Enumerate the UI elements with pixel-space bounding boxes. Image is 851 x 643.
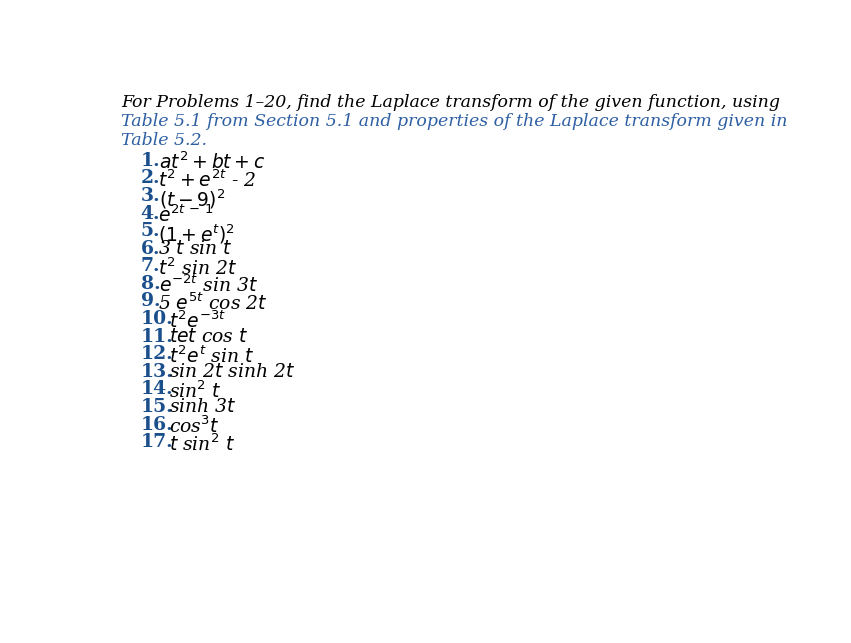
- Text: 11.: 11.: [140, 328, 174, 346]
- Text: $(t - 9)^2$: $(t - 9)^2$: [158, 187, 225, 210]
- Text: sin$^2$ $t$: sin$^2$ $t$: [168, 381, 221, 402]
- Text: $t^2e^t$ sin $t$: $t^2e^t$ sin $t$: [168, 345, 254, 367]
- Text: 10.: 10.: [140, 310, 174, 328]
- Text: $e^{-2t}$ sin 3$t$: $e^{-2t}$ sin 3$t$: [158, 275, 258, 296]
- Text: Table 5.2.: Table 5.2.: [121, 132, 207, 149]
- Text: For Problems 1–20, find the Laplace transform of the given function, using: For Problems 1–20, find the Laplace tran…: [121, 95, 780, 111]
- Text: 2.: 2.: [140, 170, 160, 188]
- Text: 17.: 17.: [140, 433, 174, 451]
- Text: $t^2e^{-3t}$: $t^2e^{-3t}$: [168, 310, 226, 332]
- Text: 12.: 12.: [140, 345, 174, 363]
- Text: 15.: 15.: [140, 398, 174, 416]
- Text: 8.: 8.: [140, 275, 160, 293]
- Text: 16.: 16.: [140, 415, 174, 433]
- Text: 7.: 7.: [140, 257, 160, 275]
- Text: $t^2 + e^{2t}$ - 2: $t^2 + e^{2t}$ - 2: [158, 170, 257, 191]
- Text: 3 $t$ sin $t$: 3 $t$ sin $t$: [158, 240, 233, 258]
- Text: $t^2$ sin 2$t$: $t^2$ sin 2$t$: [158, 257, 237, 279]
- Text: sin 2$t$ sinh 2$t$: sin 2$t$ sinh 2$t$: [168, 363, 295, 381]
- Text: 13.: 13.: [140, 363, 174, 381]
- Text: $tet$ cos $t$: $tet$ cos $t$: [168, 328, 248, 346]
- Text: 5 $e^{5t}$ cos 2$t$: 5 $e^{5t}$ cos 2$t$: [158, 293, 268, 314]
- Text: $e^{2t\,-\,1}$: $e^{2t\,-\,1}$: [158, 204, 214, 226]
- Text: 4.: 4.: [140, 204, 160, 222]
- Text: Table 5.1 from Section 5.1 and properties of the Laplace transform given in: Table 5.1 from Section 5.1 and propertie…: [121, 113, 787, 131]
- Text: $t$ sin$^2$ $t$: $t$ sin$^2$ $t$: [168, 433, 235, 455]
- Text: 14.: 14.: [140, 381, 174, 399]
- Text: 6.: 6.: [140, 240, 160, 258]
- Text: $at^2 + bt + c$: $at^2 + bt + c$: [158, 152, 265, 174]
- Text: cos$^3$$t$: cos$^3$$t$: [168, 415, 219, 437]
- Text: 9.: 9.: [140, 293, 160, 311]
- Text: sinh 3$t$: sinh 3$t$: [168, 398, 237, 416]
- Text: 5.: 5.: [140, 222, 160, 240]
- Text: $(1 + e^t)^2$: $(1 + e^t)^2$: [158, 222, 236, 246]
- Text: 3.: 3.: [140, 187, 160, 205]
- Text: 1.: 1.: [140, 152, 160, 170]
